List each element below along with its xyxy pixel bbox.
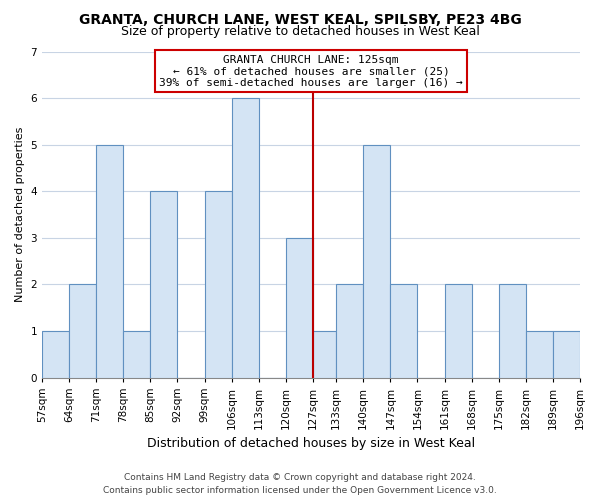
Text: Size of property relative to detached houses in West Keal: Size of property relative to detached ho…	[121, 25, 479, 38]
Bar	[526, 331, 553, 378]
Text: Contains HM Land Registry data © Crown copyright and database right 2024.
Contai: Contains HM Land Registry data © Crown c…	[103, 474, 497, 495]
Bar	[499, 284, 526, 378]
Bar	[313, 331, 336, 378]
Bar	[391, 284, 418, 378]
Y-axis label: Number of detached properties: Number of detached properties	[15, 127, 25, 302]
Bar	[42, 331, 69, 378]
X-axis label: Distribution of detached houses by size in West Keal: Distribution of detached houses by size …	[147, 437, 475, 450]
Bar	[363, 144, 391, 378]
Bar	[336, 284, 363, 378]
Text: GRANTA, CHURCH LANE, WEST KEAL, SPILSBY, PE23 4BG: GRANTA, CHURCH LANE, WEST KEAL, SPILSBY,…	[79, 12, 521, 26]
Bar	[205, 191, 232, 378]
Bar	[232, 98, 259, 377]
Text: GRANTA CHURCH LANE: 125sqm
← 61% of detached houses are smaller (25)
39% of semi: GRANTA CHURCH LANE: 125sqm ← 61% of deta…	[159, 55, 463, 88]
Bar	[286, 238, 313, 378]
Bar	[69, 284, 96, 378]
Bar	[96, 144, 124, 378]
Bar	[124, 331, 151, 378]
Bar	[445, 284, 472, 378]
Bar	[151, 191, 178, 378]
Bar	[553, 331, 580, 378]
